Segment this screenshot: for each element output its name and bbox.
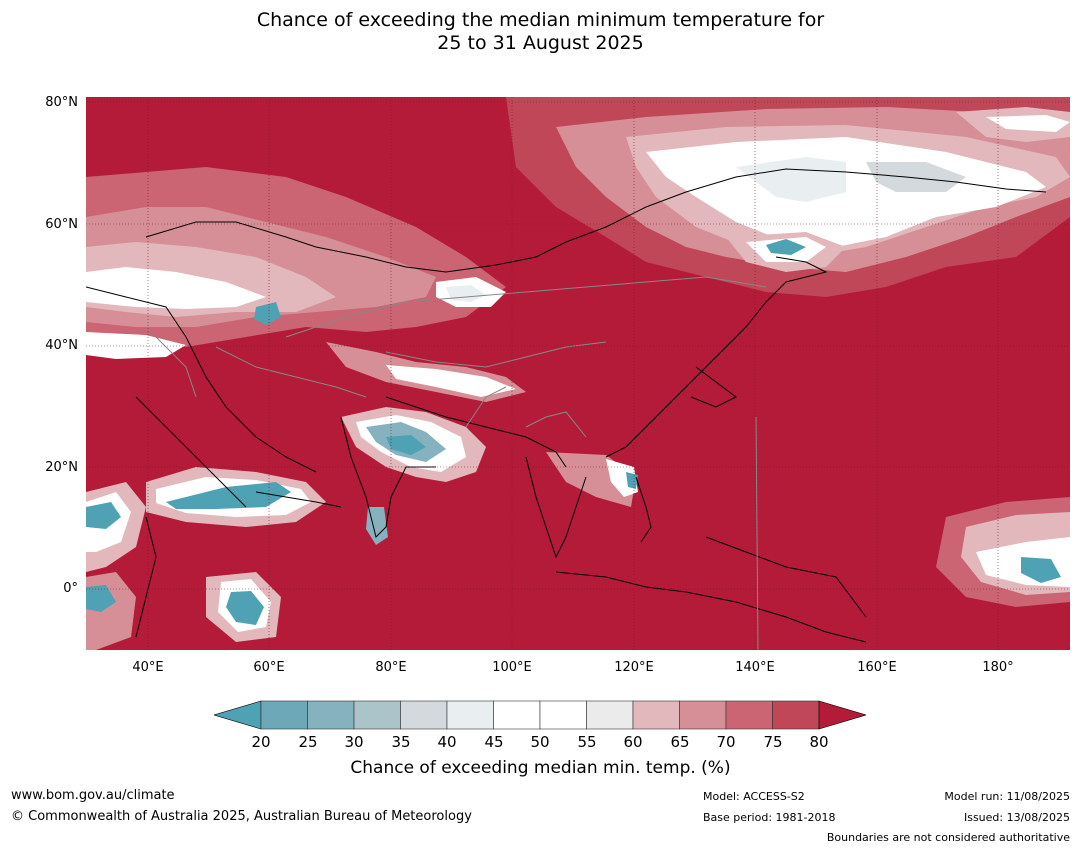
footer-issued: Issued: 13/08/2025 bbox=[963, 811, 1070, 824]
footer-copyright: © Commonwealth of Australia 2025, Austra… bbox=[11, 809, 472, 824]
probability-band-philippines bbox=[546, 452, 638, 507]
colorbar-tick-50: 50 bbox=[530, 733, 550, 751]
colorbar-segment bbox=[586, 700, 634, 730]
probability-band-himalaya bbox=[326, 342, 526, 402]
lon-label-80e: 80°E bbox=[375, 660, 407, 675]
lon-label-160e: 160°E bbox=[857, 660, 897, 675]
footer-model-run: Model run: 11/08/2025 bbox=[944, 790, 1070, 803]
probability-band-arabian-sea bbox=[86, 467, 326, 650]
lon-label-40e: 40°E bbox=[132, 660, 164, 675]
footer-model: Model: ACCESS-S2 bbox=[703, 790, 805, 803]
title-line-2: 25 to 31 August 2025 bbox=[437, 32, 644, 54]
colorbar-tick-20: 20 bbox=[251, 733, 271, 751]
colorbar-low-extension bbox=[214, 700, 262, 730]
colorbar-tick-80: 80 bbox=[809, 733, 829, 751]
footer-url: www.bom.gov.au/climate bbox=[11, 788, 175, 803]
colorbar-segment bbox=[353, 700, 401, 730]
lon-label-180: 180° bbox=[982, 660, 1014, 675]
colorbar-segment bbox=[400, 700, 448, 730]
colorbar bbox=[214, 700, 866, 730]
colorbar-segment bbox=[632, 700, 680, 730]
footer-base-period: Base period: 1981-2018 bbox=[703, 811, 836, 824]
gridlines bbox=[86, 97, 1070, 650]
probability-band-india bbox=[341, 407, 486, 545]
forecast-map bbox=[86, 97, 1070, 650]
colorbar-segment bbox=[725, 700, 773, 730]
lon-label-100e: 100°E bbox=[492, 660, 532, 675]
colorbar-segment bbox=[260, 700, 308, 730]
chart-title: Chance of exceeding the median minimum t… bbox=[0, 9, 1081, 55]
colorbar-segment bbox=[446, 700, 494, 730]
country-boundaries bbox=[145, 276, 767, 650]
colorbar-tick-60: 60 bbox=[623, 733, 643, 751]
colorbar-high-extension bbox=[818, 700, 866, 730]
colorbar-tick-35: 35 bbox=[391, 733, 411, 751]
colorbar-tick-70: 70 bbox=[716, 733, 736, 751]
colorbar-tick-75: 75 bbox=[763, 733, 783, 751]
lat-label-80n: 80°N bbox=[45, 95, 78, 110]
colorbar-tick-30: 30 bbox=[344, 733, 364, 751]
colorbar-tick-55: 55 bbox=[577, 733, 597, 751]
colorbar-tick-40: 40 bbox=[437, 733, 457, 751]
lat-label-60n: 60°N bbox=[45, 217, 78, 232]
colorbar-segment bbox=[772, 700, 820, 730]
colorbar-segment bbox=[493, 700, 541, 730]
colorbar-tick-65: 65 bbox=[670, 733, 690, 751]
lat-label-20n: 20°N bbox=[45, 460, 78, 475]
lon-label-140e: 140°E bbox=[735, 660, 775, 675]
colorbar-label: Chance of exceeding median min. temp. (%… bbox=[350, 758, 731, 778]
lat-label-0: 0° bbox=[63, 581, 78, 596]
probability-band-north-asia bbox=[506, 97, 1070, 297]
lat-label-40n: 40°N bbox=[45, 338, 78, 353]
colorbar-segment bbox=[307, 700, 355, 730]
footer-disclaimer: Boundaries are not considered authoritat… bbox=[826, 831, 1070, 844]
probability-band-pacific bbox=[936, 497, 1070, 607]
lon-label-60e: 60°E bbox=[253, 660, 285, 675]
colorbar-segment bbox=[679, 700, 727, 730]
title-line-1: Chance of exceeding the median minimum t… bbox=[256, 9, 825, 31]
probability-band-central-asia bbox=[86, 167, 506, 359]
lon-label-120e: 120°E bbox=[614, 660, 654, 675]
coastlines bbox=[86, 168, 1047, 643]
colorbar-tick-25: 25 bbox=[298, 733, 318, 751]
colorbar-tick-45: 45 bbox=[484, 733, 504, 751]
colorbar-segment bbox=[539, 700, 587, 730]
